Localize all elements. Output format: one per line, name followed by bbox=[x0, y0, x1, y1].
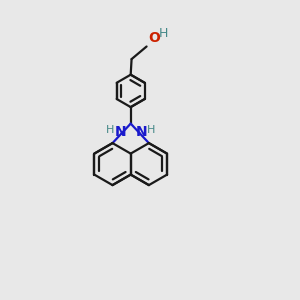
Text: N: N bbox=[114, 125, 126, 140]
Text: H: H bbox=[159, 27, 169, 40]
Text: H: H bbox=[106, 125, 114, 135]
Text: N: N bbox=[136, 125, 147, 140]
Text: H: H bbox=[147, 125, 155, 135]
Text: O: O bbox=[148, 31, 160, 45]
